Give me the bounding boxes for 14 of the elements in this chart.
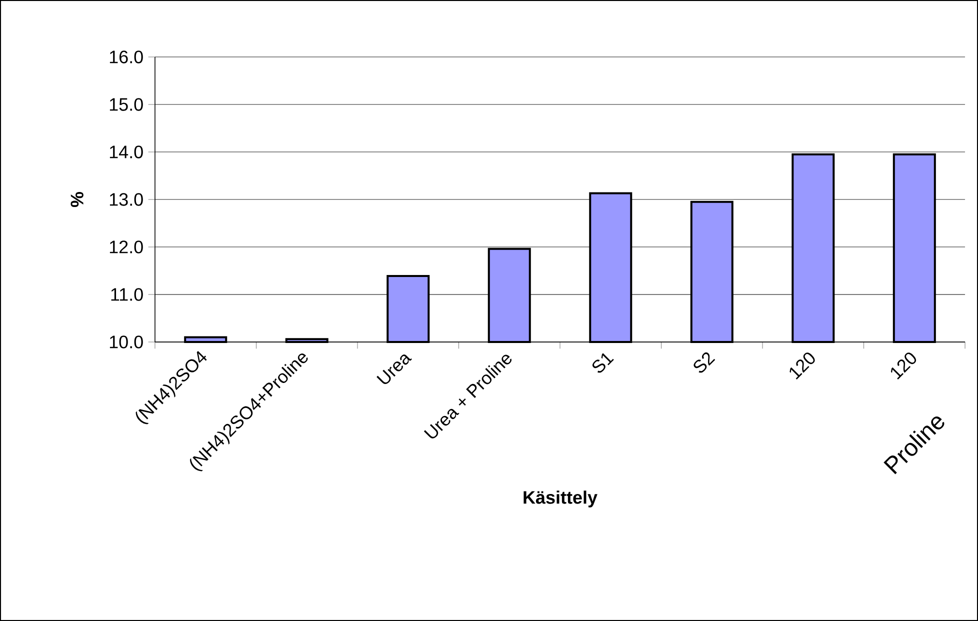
y-axis-title: % [70, 192, 84, 208]
y-tick-label: 12.0 [110, 240, 143, 254]
x-tick-label: S1 [592, 353, 614, 373]
x-tick-label: S2 [694, 352, 716, 373]
y-tick-label: 15.0 [110, 98, 143, 111]
y-tick-label: 16.0 [110, 50, 143, 64]
y-tick-label: 14.0 [110, 146, 143, 158]
y-tick-label: 13.0 [110, 193, 143, 206]
x-tick-label: Urea [376, 354, 412, 384]
x-tick-label: 120 [790, 352, 815, 380]
y-tick-label: 10.0 [110, 336, 143, 348]
y-tick-label: 11.0 [111, 288, 143, 301]
x-axis-title: Käsittely [524, 490, 598, 508]
x-tick-label: 120 [890, 352, 916, 380]
